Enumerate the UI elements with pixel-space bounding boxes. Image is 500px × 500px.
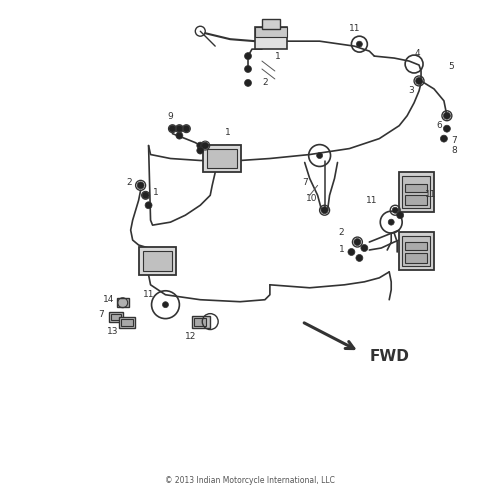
Circle shape xyxy=(321,206,328,214)
Text: 13: 13 xyxy=(107,327,118,336)
Bar xyxy=(138,247,176,275)
Circle shape xyxy=(244,80,252,86)
Circle shape xyxy=(244,52,252,60)
Circle shape xyxy=(361,244,368,252)
Bar xyxy=(405,184,427,192)
Circle shape xyxy=(356,41,362,47)
Text: 3: 3 xyxy=(408,86,414,96)
Text: 8: 8 xyxy=(451,146,456,155)
Circle shape xyxy=(444,112,450,119)
Bar xyxy=(402,176,430,208)
Bar xyxy=(204,144,241,172)
Text: 2: 2 xyxy=(262,78,268,88)
Text: 4: 4 xyxy=(414,48,420,58)
Circle shape xyxy=(416,78,422,84)
Circle shape xyxy=(396,212,404,218)
Text: 1: 1 xyxy=(338,246,344,254)
Circle shape xyxy=(176,125,183,132)
Text: 11: 11 xyxy=(143,290,154,299)
Bar xyxy=(399,172,434,212)
Bar xyxy=(255,27,287,37)
Bar xyxy=(142,251,172,271)
Circle shape xyxy=(169,125,176,132)
Text: 1: 1 xyxy=(152,188,158,197)
Circle shape xyxy=(444,125,450,132)
Text: 11: 11 xyxy=(348,24,360,32)
Bar xyxy=(405,253,427,263)
Circle shape xyxy=(176,132,183,139)
Bar xyxy=(255,27,287,49)
Text: 10: 10 xyxy=(306,194,318,203)
Circle shape xyxy=(197,147,204,154)
Bar xyxy=(399,232,434,270)
Bar xyxy=(109,312,122,322)
Text: © 2013 Indian Motorcycle International, LLC: © 2013 Indian Motorcycle International, … xyxy=(165,476,335,485)
Bar xyxy=(192,316,210,328)
Text: 6: 6 xyxy=(436,121,442,130)
Bar xyxy=(111,314,120,320)
Text: 11: 11 xyxy=(366,196,377,205)
Circle shape xyxy=(392,207,398,213)
Circle shape xyxy=(348,248,355,256)
Text: 1: 1 xyxy=(275,52,280,60)
Bar xyxy=(194,318,206,326)
Text: 12: 12 xyxy=(184,332,196,341)
Text: 1: 1 xyxy=(225,128,231,137)
Text: 14: 14 xyxy=(103,295,115,304)
Circle shape xyxy=(145,202,152,208)
Text: 7: 7 xyxy=(451,136,456,145)
Bar xyxy=(402,236,430,266)
Text: 5: 5 xyxy=(448,62,454,70)
Circle shape xyxy=(137,182,144,189)
Circle shape xyxy=(202,142,208,149)
Bar xyxy=(405,196,427,205)
Text: 9: 9 xyxy=(168,112,173,121)
Circle shape xyxy=(356,254,363,262)
Bar xyxy=(405,242,427,250)
Bar xyxy=(207,148,237,169)
Text: 2: 2 xyxy=(126,178,132,187)
Text: 2: 2 xyxy=(338,228,344,236)
Bar xyxy=(262,20,280,29)
Text: FWD: FWD xyxy=(370,349,409,364)
Circle shape xyxy=(162,302,168,308)
Circle shape xyxy=(244,66,252,72)
Circle shape xyxy=(354,238,361,246)
Bar xyxy=(116,298,128,306)
Circle shape xyxy=(440,135,448,142)
Bar xyxy=(118,316,134,328)
Text: 7: 7 xyxy=(98,310,103,319)
Circle shape xyxy=(316,152,322,158)
Circle shape xyxy=(197,142,204,149)
Text: 7: 7 xyxy=(302,178,308,187)
Text: 11: 11 xyxy=(425,190,436,199)
Circle shape xyxy=(388,219,394,225)
Circle shape xyxy=(183,125,190,132)
Bar xyxy=(120,318,132,326)
Circle shape xyxy=(142,192,149,199)
